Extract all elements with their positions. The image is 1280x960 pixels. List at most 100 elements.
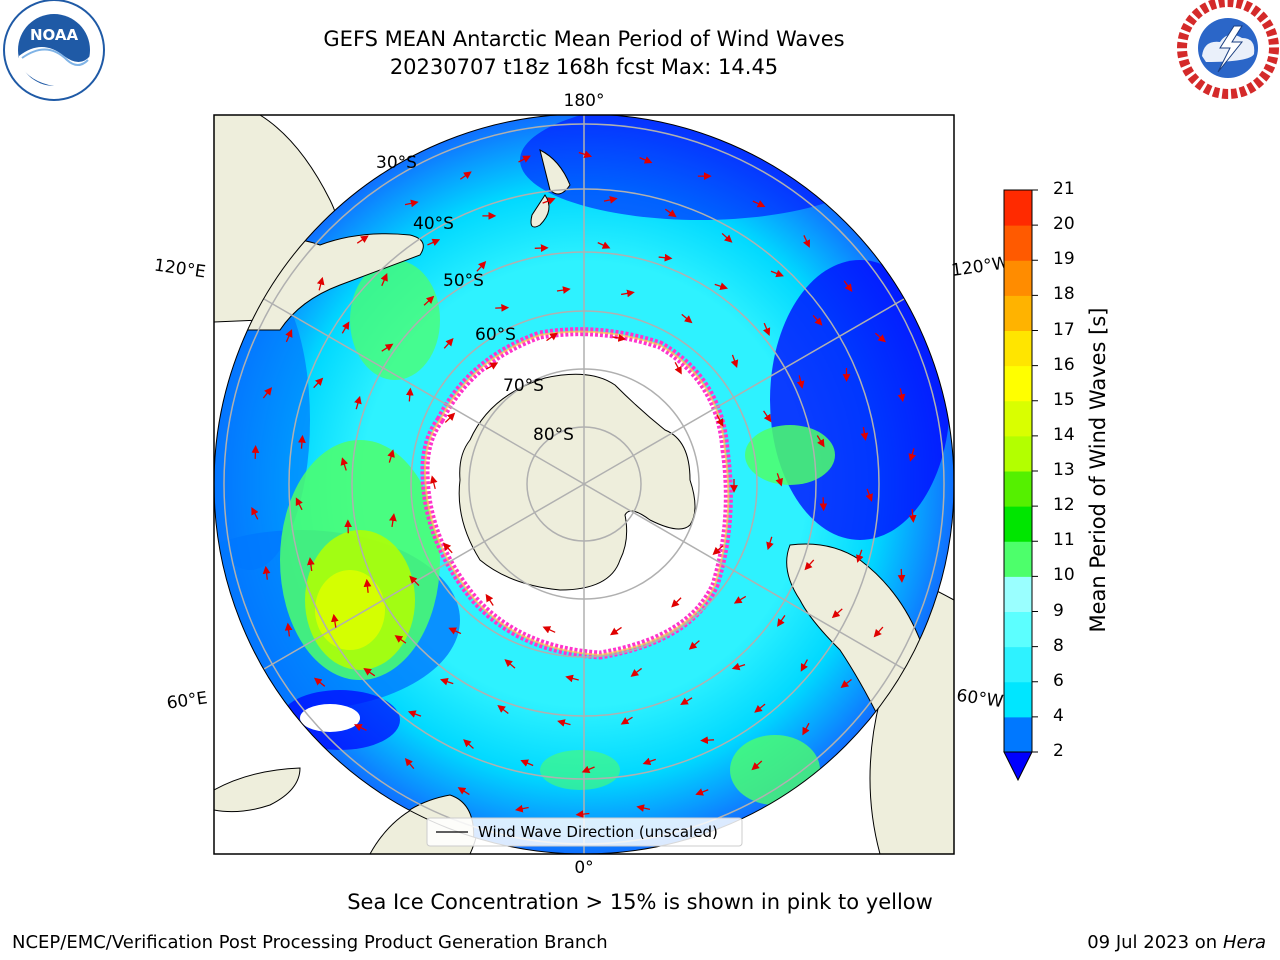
colorbar-tick-label: 6 <box>1053 670 1064 691</box>
wave-arrow <box>380 273 388 287</box>
wave-arrow <box>459 171 472 180</box>
sea-ice-note: Sea Ice Concentration > 15% is shown in … <box>347 890 933 914</box>
wind-wave-arrows <box>251 150 917 818</box>
lat-label-30s: 30°S <box>376 153 417 173</box>
colorbar-segment <box>1004 541 1032 577</box>
wave-arrow <box>700 736 715 745</box>
lat-label-40s: 40°S <box>413 214 454 234</box>
wave-arrow <box>843 280 853 292</box>
wave-arrow <box>457 787 470 796</box>
footer-credit: NCEP/EMC/Verification Post Processing Pr… <box>12 932 608 953</box>
colorbar-tick-label: 17 <box>1053 319 1075 340</box>
wave-arrow <box>603 196 618 204</box>
wave-arrow <box>695 788 709 796</box>
wave-arrow <box>762 322 771 336</box>
wave-arrow <box>356 235 369 244</box>
wave-arrow <box>518 155 531 163</box>
colorbar-segment <box>1004 295 1032 331</box>
wave-arrow <box>251 506 259 520</box>
wave-arrow <box>389 513 397 528</box>
wave-arrow <box>262 565 271 580</box>
lon-label-120e: 120°E <box>153 255 207 282</box>
colorbar-segment <box>1004 400 1032 437</box>
wave-arrow <box>542 626 556 634</box>
wave-arrow <box>581 765 595 773</box>
wave-arrow <box>873 626 884 638</box>
colorbar-segment <box>1004 330 1032 367</box>
wave-arrow <box>557 719 571 727</box>
nws-logo <box>1177 0 1279 99</box>
colorbar-segment <box>1004 506 1032 542</box>
wave-arrow <box>671 597 682 608</box>
colorbar-segment <box>1004 681 1032 718</box>
wave-arrow <box>770 269 784 278</box>
wave-arrow <box>777 615 786 627</box>
wave-arrow <box>443 338 454 349</box>
wave-arrow <box>840 678 852 689</box>
wave-arrow <box>363 667 376 677</box>
colorbar-tick-label: 2 <box>1053 741 1064 761</box>
lon-label-0: 0° <box>574 858 593 878</box>
lon-label-180: 180° <box>564 91 605 111</box>
colorbar-tick-label: 21 <box>1053 179 1075 199</box>
wave-arrow <box>405 387 414 402</box>
wave-arrow <box>680 697 693 706</box>
wave-arrow <box>658 253 673 262</box>
colorbar <box>1003 189 1038 782</box>
wave-arrow <box>440 678 454 686</box>
wave-arrow <box>730 354 739 368</box>
wave-arrow <box>497 704 509 714</box>
colorbar-label: Mean Period of Wind Waves [s] <box>1086 307 1110 633</box>
colorbar-tick-label: 4 <box>1053 705 1064 726</box>
wave-arrow <box>298 434 306 449</box>
wave-arrow <box>556 286 571 294</box>
antarctica <box>458 373 696 591</box>
wave-arrow <box>664 208 677 218</box>
wave-arrow <box>908 509 917 523</box>
wave-arrow <box>476 260 487 272</box>
wave-arrow <box>597 241 611 249</box>
wave-arrow <box>804 559 815 571</box>
wave-arrow <box>731 662 746 671</box>
noaa-logo: NOAA <box>3 0 105 101</box>
wave-arrow <box>578 150 593 159</box>
colorbar-tick-label: 13 <box>1053 460 1075 480</box>
colorbar-tick-label: 15 <box>1053 389 1075 410</box>
wave-arrow <box>754 703 766 713</box>
wave-arrow <box>721 232 733 243</box>
wave-arrow <box>856 549 864 563</box>
wave-arrow <box>630 667 643 677</box>
lon-label-120w: 120°W <box>950 253 1010 281</box>
wave-arrow <box>775 473 783 487</box>
wave-arrow <box>796 375 805 389</box>
legend-label: Wind Wave Direction (unscaled) <box>478 823 718 841</box>
colorbar-segment <box>1004 576 1032 612</box>
wave-arrow <box>409 575 420 587</box>
wave-arrow <box>636 804 651 812</box>
wave-arrow <box>394 635 407 644</box>
footer-date-text: 09 Jul 2023 on <box>1087 932 1218 953</box>
colorbar-segment <box>1004 225 1032 261</box>
wave-arrow <box>463 739 474 749</box>
colorbar-tick-label: 12 <box>1053 495 1075 516</box>
wave-arrow <box>546 332 558 342</box>
wave-arrow <box>313 377 324 389</box>
wave-arrow <box>621 289 635 298</box>
wave-arrow <box>404 757 415 770</box>
wave-arrow <box>284 622 293 637</box>
colorbar-tick-label: 10 <box>1053 565 1075 586</box>
wave-arrow <box>612 334 627 342</box>
wave-arrow <box>423 295 435 306</box>
graticule <box>223 115 945 854</box>
colorbar-tick-label: 16 <box>1053 354 1075 375</box>
wave-arrow <box>520 759 534 767</box>
wave-arrow <box>733 595 747 604</box>
wave-arrow <box>515 804 529 813</box>
wave-arrow <box>766 536 774 551</box>
wave-arrow <box>331 613 339 628</box>
wave-arrow <box>381 343 394 352</box>
colorbar-tick-label: 19 <box>1053 249 1075 270</box>
wave-arrow <box>712 545 724 555</box>
lat-label-70s: 70°S <box>503 376 544 396</box>
wave-arrow <box>295 497 303 511</box>
